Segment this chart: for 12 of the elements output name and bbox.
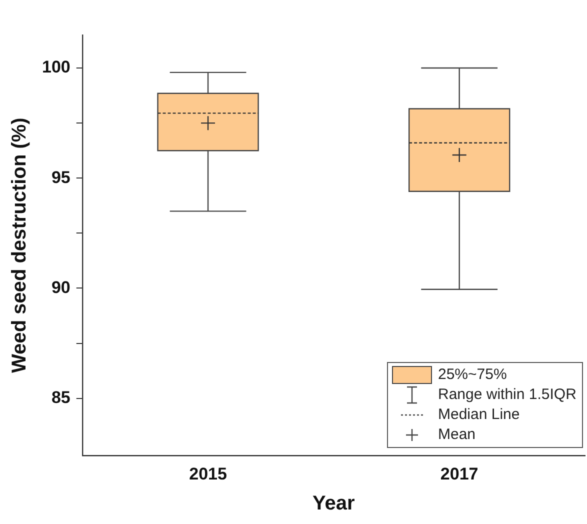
x-tick-label: 2017 xyxy=(440,464,478,484)
annotation: Range within 1.5IQR xyxy=(438,386,576,404)
x-tick-label: 2015 xyxy=(189,464,227,484)
annotation: Median Line xyxy=(438,406,520,424)
y-axis-title: Weed seed destruction (%) xyxy=(8,118,31,373)
y-tick-label: 90 xyxy=(51,278,70,297)
y-tick-label: 95 xyxy=(51,168,70,187)
annotation: Mean xyxy=(438,426,476,444)
legend-label: 25%~75% xyxy=(438,366,507,384)
x-axis-title: Year xyxy=(312,492,356,515)
y-tick-label: 85 xyxy=(51,388,70,408)
y-tick-label: 100 xyxy=(42,58,70,77)
